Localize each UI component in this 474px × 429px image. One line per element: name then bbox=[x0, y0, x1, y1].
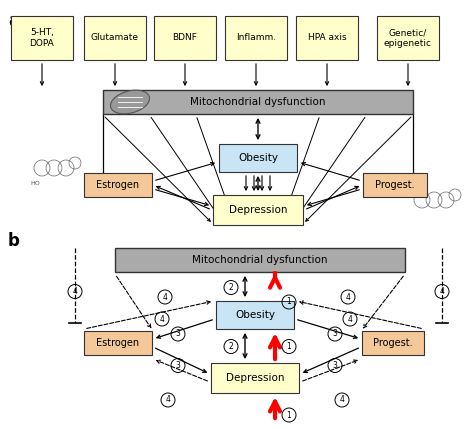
FancyBboxPatch shape bbox=[377, 16, 439, 60]
Text: 4: 4 bbox=[347, 314, 353, 323]
Text: 1: 1 bbox=[287, 342, 292, 351]
Text: 1: 1 bbox=[287, 297, 292, 306]
Text: 4: 4 bbox=[165, 396, 171, 405]
Text: Depression: Depression bbox=[229, 205, 287, 215]
Text: HO: HO bbox=[30, 181, 40, 186]
Text: b: b bbox=[8, 232, 20, 250]
FancyBboxPatch shape bbox=[296, 16, 358, 60]
FancyBboxPatch shape bbox=[213, 195, 303, 225]
FancyBboxPatch shape bbox=[11, 16, 73, 60]
FancyBboxPatch shape bbox=[216, 301, 294, 329]
Text: 3: 3 bbox=[333, 361, 337, 370]
FancyBboxPatch shape bbox=[154, 16, 216, 60]
Text: Glutamate: Glutamate bbox=[91, 33, 139, 42]
FancyBboxPatch shape bbox=[103, 90, 413, 114]
Text: Estrogen: Estrogen bbox=[96, 338, 139, 348]
Text: 3: 3 bbox=[175, 329, 181, 338]
Text: Obesity: Obesity bbox=[235, 310, 275, 320]
Text: 2: 2 bbox=[228, 283, 233, 292]
FancyBboxPatch shape bbox=[363, 173, 427, 197]
Text: 4: 4 bbox=[73, 287, 77, 296]
Text: Progest.: Progest. bbox=[373, 338, 413, 348]
Text: 4: 4 bbox=[163, 293, 167, 302]
Text: Depression: Depression bbox=[226, 373, 284, 383]
FancyBboxPatch shape bbox=[84, 331, 152, 355]
Text: BDNF: BDNF bbox=[173, 33, 198, 42]
FancyBboxPatch shape bbox=[84, 173, 152, 197]
FancyBboxPatch shape bbox=[362, 331, 424, 355]
FancyBboxPatch shape bbox=[211, 363, 299, 393]
Text: 4: 4 bbox=[439, 287, 445, 296]
Text: Obesity: Obesity bbox=[238, 153, 278, 163]
Text: 4: 4 bbox=[160, 314, 164, 323]
Text: Inflamm.: Inflamm. bbox=[236, 33, 276, 42]
Ellipse shape bbox=[110, 90, 149, 114]
FancyBboxPatch shape bbox=[219, 144, 297, 172]
Text: HPA axis: HPA axis bbox=[308, 33, 346, 42]
Text: 3: 3 bbox=[333, 329, 337, 338]
Text: Genetic/
epigenetic: Genetic/ epigenetic bbox=[384, 28, 432, 48]
Text: 2: 2 bbox=[228, 342, 233, 351]
Text: Estrogen: Estrogen bbox=[96, 180, 139, 190]
FancyBboxPatch shape bbox=[115, 248, 405, 272]
Text: 4: 4 bbox=[346, 293, 350, 302]
FancyBboxPatch shape bbox=[84, 16, 146, 60]
Text: 4: 4 bbox=[339, 396, 345, 405]
Text: 5-HT,
DOPA: 5-HT, DOPA bbox=[29, 28, 55, 48]
Text: Progest.: Progest. bbox=[375, 180, 415, 190]
FancyBboxPatch shape bbox=[225, 16, 287, 60]
Text: a: a bbox=[8, 12, 19, 30]
Text: 3: 3 bbox=[175, 361, 181, 370]
Text: 1: 1 bbox=[287, 411, 292, 420]
Text: Mitochondrial dysfunction: Mitochondrial dysfunction bbox=[190, 97, 326, 107]
Text: Mitochondrial dysfunction: Mitochondrial dysfunction bbox=[192, 255, 328, 265]
